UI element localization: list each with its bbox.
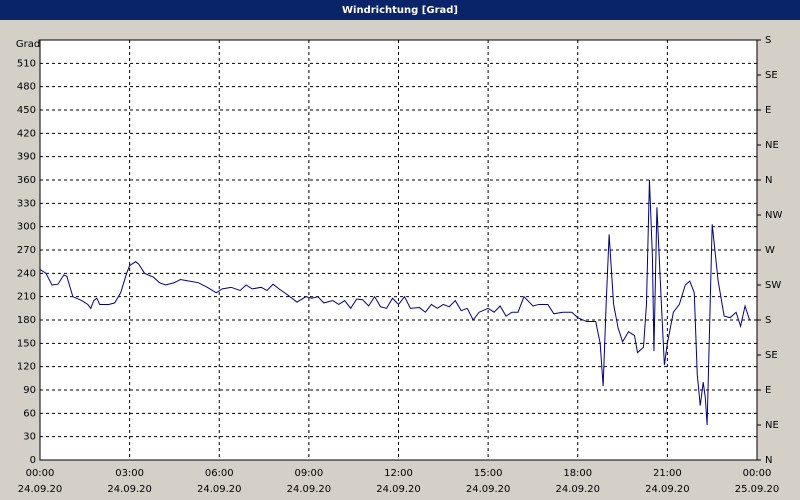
x-tick-date: 25.09.20 <box>735 484 780 495</box>
x-tick-date: 24.09.20 <box>107 484 152 495</box>
y-tick-label: 180 <box>17 315 36 326</box>
x-tick-label: 09:00 <box>294 468 323 479</box>
y2-tick-label: SE <box>765 70 778 81</box>
x-tick-date: 24.09.20 <box>555 484 600 495</box>
y-tick-label: 330 <box>17 198 36 209</box>
y-tick-label: 390 <box>17 152 36 163</box>
y2-tick-label: SW <box>765 280 781 291</box>
y-tick-label: 0 <box>30 455 36 466</box>
x-tick-label: 00:00 <box>26 468 55 479</box>
line <box>39 179 751 426</box>
x-tick-date: 24.09.20 <box>197 484 242 495</box>
y-tick-label: 480 <box>17 82 36 93</box>
y-tick-label: 240 <box>17 268 36 279</box>
y2-tick-label: N <box>765 455 772 466</box>
y-tick-label: 450 <box>17 105 36 116</box>
y-tick-label: 150 <box>17 338 36 349</box>
y2-tick-label: E <box>765 105 771 116</box>
x-tick-label: 12:00 <box>384 468 413 479</box>
x-tick-date: 24.09.20 <box>645 484 690 495</box>
y-tick-label: 510 <box>17 58 36 69</box>
chart-title: Windrichtung [Grad] <box>342 5 458 16</box>
y-tick-label: 420 <box>17 128 36 139</box>
y2-tick-label: S <box>765 35 771 46</box>
y2-tick-label: NW <box>765 210 782 221</box>
y2-tick-label: SE <box>765 350 778 361</box>
x-tick-label: 15:00 <box>474 468 503 479</box>
y-tick-label: 210 <box>17 292 36 303</box>
y2-tick-label: W <box>765 245 775 256</box>
x-tick-label: 03:00 <box>115 468 144 479</box>
y2-tick-label: E <box>765 385 771 396</box>
y-tick-label: 90 <box>23 385 36 396</box>
x-tick-date: 24.09.20 <box>18 484 63 495</box>
y-tick-label: 30 <box>23 432 36 443</box>
y-tick-label: 270 <box>17 245 36 256</box>
x-tick-label: 21:00 <box>653 468 682 479</box>
y2-tick-label: S <box>765 315 771 326</box>
y2-tick-label: NE <box>765 140 779 151</box>
x-tick-date: 24.09.20 <box>376 484 421 495</box>
title-bar <box>0 0 800 20</box>
y2-tick-label: NE <box>765 420 779 431</box>
x-tick-label: 00:00 <box>743 468 772 479</box>
y-tick-label: 60 <box>23 408 36 419</box>
y-axis-label: Grad <box>16 39 40 50</box>
y2-tick-label: N <box>765 175 772 186</box>
y-tick-label: 360 <box>17 175 36 186</box>
x-tick-label: 06:00 <box>205 468 234 479</box>
y-tick-label: 120 <box>17 362 36 373</box>
x-tick-date: 24.09.20 <box>466 484 511 495</box>
x-tick-date: 24.09.20 <box>287 484 332 495</box>
x-tick-label: 18:00 <box>563 468 592 479</box>
y-tick-label: 300 <box>17 222 36 233</box>
